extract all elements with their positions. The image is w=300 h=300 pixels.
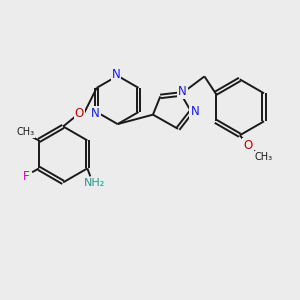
Text: NH₂: NH₂ <box>84 178 105 188</box>
Text: N: N <box>178 85 187 98</box>
Text: F: F <box>23 169 30 183</box>
Text: N: N <box>91 107 100 120</box>
Text: O: O <box>243 139 253 152</box>
Text: CH₃: CH₃ <box>254 152 272 162</box>
Text: O: O <box>75 107 84 120</box>
Text: CH₃: CH₃ <box>16 128 34 137</box>
Text: N: N <box>190 105 199 118</box>
Text: N: N <box>112 68 121 81</box>
